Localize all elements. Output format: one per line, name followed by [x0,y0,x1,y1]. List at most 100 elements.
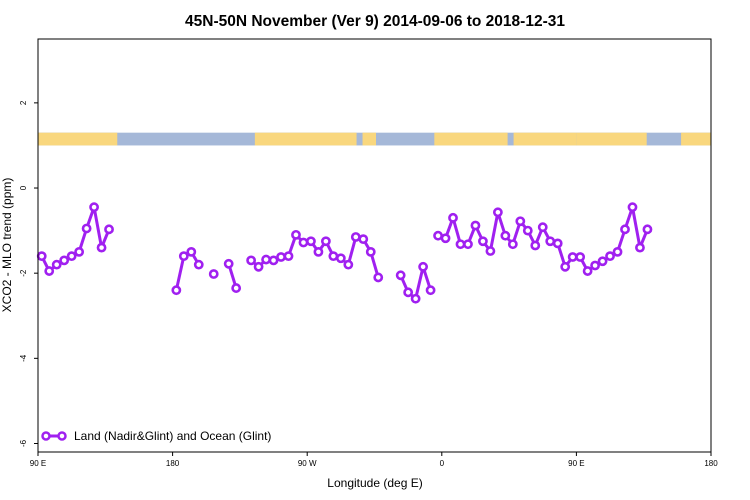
data-point [567,252,578,262]
data-point [246,255,257,266]
x-tick-label: 0 [440,459,445,468]
data-point [171,285,182,296]
data-point [66,251,77,262]
data-point [522,225,533,236]
data-point [283,251,294,262]
y-tick-label: -6 [19,439,28,447]
data-point [208,269,219,279]
series-group [36,202,653,304]
data-point [231,283,242,293]
data-point [470,220,481,231]
land-segment [254,132,357,146]
data-point [485,246,496,256]
legend-marker-right [57,431,67,441]
data-point [448,212,458,223]
legend-marker-left [41,431,51,441]
data-point [261,254,271,265]
data-point [313,246,324,257]
legend-label: Land (Nadir&Glint) and Ocean (Glint) [74,429,271,443]
data-point [410,293,421,304]
x-tick-label: 180 [166,459,180,468]
data-point [89,202,99,213]
data-point [96,242,107,253]
y-tick-label: 2 [19,100,28,105]
plot-frame [37,38,712,453]
data-point [560,261,571,272]
data-point [575,252,586,262]
data-point [537,222,548,233]
data-point [507,239,518,250]
series-line [40,205,111,273]
x-tick-label: 90 W [298,459,317,468]
x-tick-label: 180 [704,459,718,468]
x-axis-label: Longitude (deg E) [327,476,422,490]
data-point [403,287,414,298]
data-point [433,230,443,241]
y-tick-label: 0 [19,185,28,190]
data-point [44,266,55,276]
y-tick-label: -2 [19,269,28,277]
data-point [298,237,309,248]
data-point [36,251,47,262]
data-point [590,260,600,271]
data-point [597,256,608,267]
land-segment [362,132,376,146]
y-tick-label: -4 [19,354,28,362]
data-point [612,246,623,257]
data-point [335,253,346,264]
data-point [455,239,466,250]
y-axis-label: XCO2 - MLO trend (ppm) [0,178,14,313]
data-point [642,224,653,235]
land-segment [38,132,118,146]
chart-title: 45N-50N November (Ver 9) 2014-09-06 to 2… [185,13,565,30]
series-line [437,205,649,273]
data-point [515,216,526,227]
land-segment [681,132,711,146]
data-point [440,233,451,244]
data-point [320,236,331,247]
data-point [276,252,286,262]
data-point [81,223,92,234]
land-segment [434,132,508,146]
x-tick-label: 90 E [30,459,46,468]
data-point [500,230,511,241]
land-ocean-strip [38,132,711,146]
data-point [365,246,376,257]
data-point [463,239,473,250]
data-point [418,261,429,272]
data-point [478,236,488,247]
data-point [253,261,264,272]
data-point [425,285,436,296]
data-point [605,251,615,262]
data-point [291,229,301,240]
data-point [193,259,204,270]
data-point [268,255,279,266]
data-point [178,251,189,262]
data-point [358,234,369,245]
data-point [74,246,85,257]
data-point [545,236,556,247]
data-point [328,251,339,262]
x-tick-label: 90 E [568,459,584,468]
data-point [395,270,406,281]
data-point [627,202,638,213]
data-point [343,259,354,270]
data-point [635,242,645,253]
data-point [51,259,62,270]
data-point [306,236,316,247]
legend: Land (Nadir&Glint) and Ocean (Glint) [41,429,271,443]
data-point [492,207,503,218]
land-segment [513,132,577,146]
data-point [530,240,541,251]
data-point [223,258,234,269]
data-point [186,246,197,257]
data-point [350,232,361,242]
y-axis: -6 -4 -2 0 2 [19,100,38,447]
data-point [552,238,563,249]
data-point [373,272,384,283]
data-point [104,224,114,235]
land-segment [576,132,647,146]
data-point [620,224,630,235]
data-point [582,266,593,276]
data-point [59,255,70,266]
